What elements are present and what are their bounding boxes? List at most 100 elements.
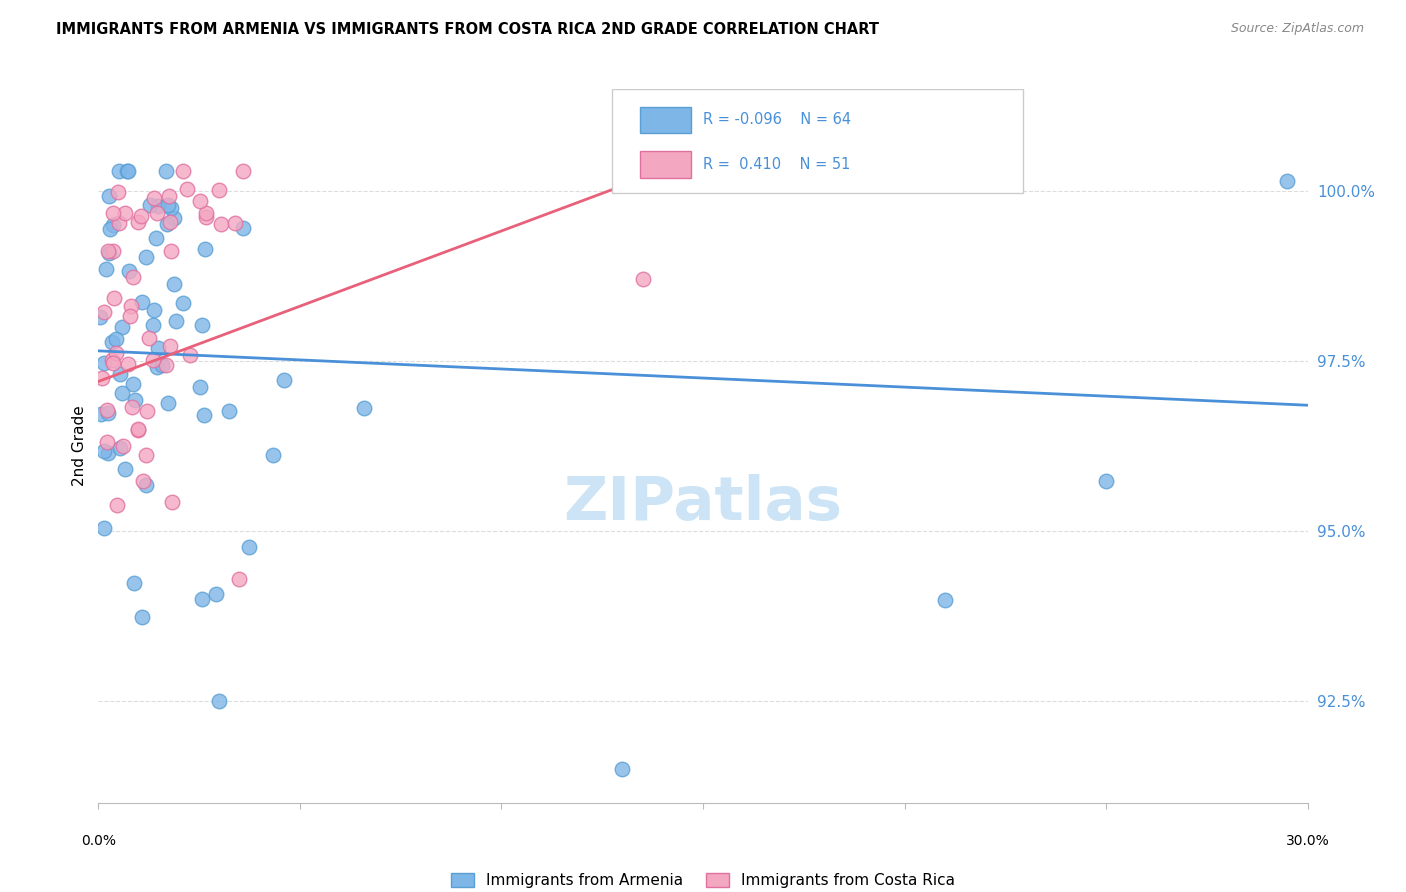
Point xyxy=(159,215,181,229)
Point xyxy=(111,385,134,400)
Y-axis label: 2nd Grade: 2nd Grade xyxy=(72,406,87,486)
Point xyxy=(934,592,956,607)
Point xyxy=(159,339,181,353)
Point xyxy=(105,346,128,360)
Point xyxy=(127,215,149,229)
Point xyxy=(120,299,142,313)
Point xyxy=(157,396,180,410)
Point xyxy=(172,295,194,310)
Point xyxy=(155,163,177,178)
Point xyxy=(159,201,181,215)
Point xyxy=(188,194,211,209)
Point xyxy=(150,358,173,372)
Point xyxy=(104,332,127,346)
Point xyxy=(93,356,115,370)
Point xyxy=(117,163,139,178)
Point xyxy=(176,182,198,196)
Point xyxy=(1277,174,1299,188)
Point xyxy=(108,367,131,381)
Text: ZIPatlas: ZIPatlas xyxy=(564,474,842,533)
Point xyxy=(145,231,167,245)
Point xyxy=(103,291,125,305)
Point xyxy=(94,262,117,277)
Point xyxy=(232,163,254,178)
Point xyxy=(101,244,124,258)
Point xyxy=(162,495,184,509)
Point xyxy=(108,442,131,456)
Point xyxy=(146,199,169,213)
Point xyxy=(238,541,260,555)
Point xyxy=(146,341,169,355)
Point xyxy=(93,305,115,319)
Point xyxy=(205,587,228,601)
Point xyxy=(159,244,181,259)
Point xyxy=(142,318,165,332)
Point xyxy=(612,762,634,776)
Point xyxy=(120,309,142,323)
Point xyxy=(193,408,215,422)
Point xyxy=(115,163,138,178)
Point xyxy=(139,198,162,212)
Point xyxy=(90,407,112,421)
Point xyxy=(138,331,160,345)
FancyBboxPatch shape xyxy=(640,152,690,178)
Point xyxy=(142,352,165,367)
Point xyxy=(218,404,240,418)
Point xyxy=(97,244,120,258)
Point xyxy=(188,380,211,394)
Point xyxy=(127,422,149,436)
Point xyxy=(262,448,284,462)
Point xyxy=(98,245,121,260)
Point xyxy=(165,314,187,328)
Point xyxy=(631,272,654,286)
Point xyxy=(114,206,136,220)
Point xyxy=(98,221,121,235)
Text: R = -0.096    N = 64: R = -0.096 N = 64 xyxy=(703,112,851,128)
Point xyxy=(122,270,145,285)
Point xyxy=(96,403,118,417)
Point xyxy=(146,205,169,219)
Point xyxy=(97,446,120,460)
Point xyxy=(121,377,143,392)
Point xyxy=(131,294,153,309)
Point xyxy=(105,498,128,512)
Point xyxy=(156,217,179,231)
Point xyxy=(224,216,246,230)
Point xyxy=(157,188,180,202)
Point xyxy=(135,478,157,492)
Point xyxy=(135,449,157,463)
Point xyxy=(100,353,122,368)
Point xyxy=(114,462,136,476)
Point xyxy=(108,216,131,230)
Point xyxy=(194,210,217,224)
Point xyxy=(191,592,214,607)
Point xyxy=(155,358,177,372)
Point xyxy=(90,371,112,385)
Point xyxy=(194,243,217,257)
Point xyxy=(142,191,165,205)
Point xyxy=(208,694,231,708)
Point xyxy=(111,439,134,453)
Point xyxy=(209,217,232,231)
FancyBboxPatch shape xyxy=(640,107,690,134)
Point xyxy=(631,163,654,178)
Point xyxy=(353,401,375,416)
Point xyxy=(98,188,121,202)
Point xyxy=(96,434,118,449)
Point xyxy=(195,206,218,220)
Text: 0.0%: 0.0% xyxy=(82,834,115,848)
Point xyxy=(127,423,149,437)
Point xyxy=(89,310,111,324)
Point xyxy=(117,264,139,278)
Point xyxy=(103,218,125,232)
Point xyxy=(122,576,145,591)
Point xyxy=(131,474,153,488)
Point xyxy=(179,348,201,362)
Point xyxy=(93,521,115,535)
Point xyxy=(124,392,146,407)
Point xyxy=(131,610,153,624)
Point xyxy=(228,572,250,586)
Point xyxy=(273,374,295,388)
Point xyxy=(117,358,139,372)
Point xyxy=(107,185,129,199)
